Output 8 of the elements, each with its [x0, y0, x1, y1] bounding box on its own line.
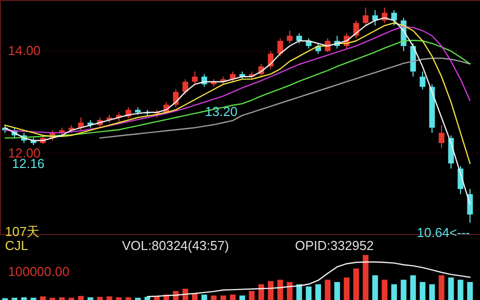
y-tick-label: 14.00	[8, 43, 41, 58]
annotation: 107天	[5, 224, 40, 239]
annotation: 10.64<---	[416, 225, 470, 240]
text: VOL:80324(43:57)	[122, 238, 229, 253]
chart-title: CJL	[5, 238, 28, 253]
text: OPID:332952	[295, 238, 374, 253]
annotation: 13.20	[205, 104, 238, 119]
annotation: 100000.00	[8, 264, 70, 279]
